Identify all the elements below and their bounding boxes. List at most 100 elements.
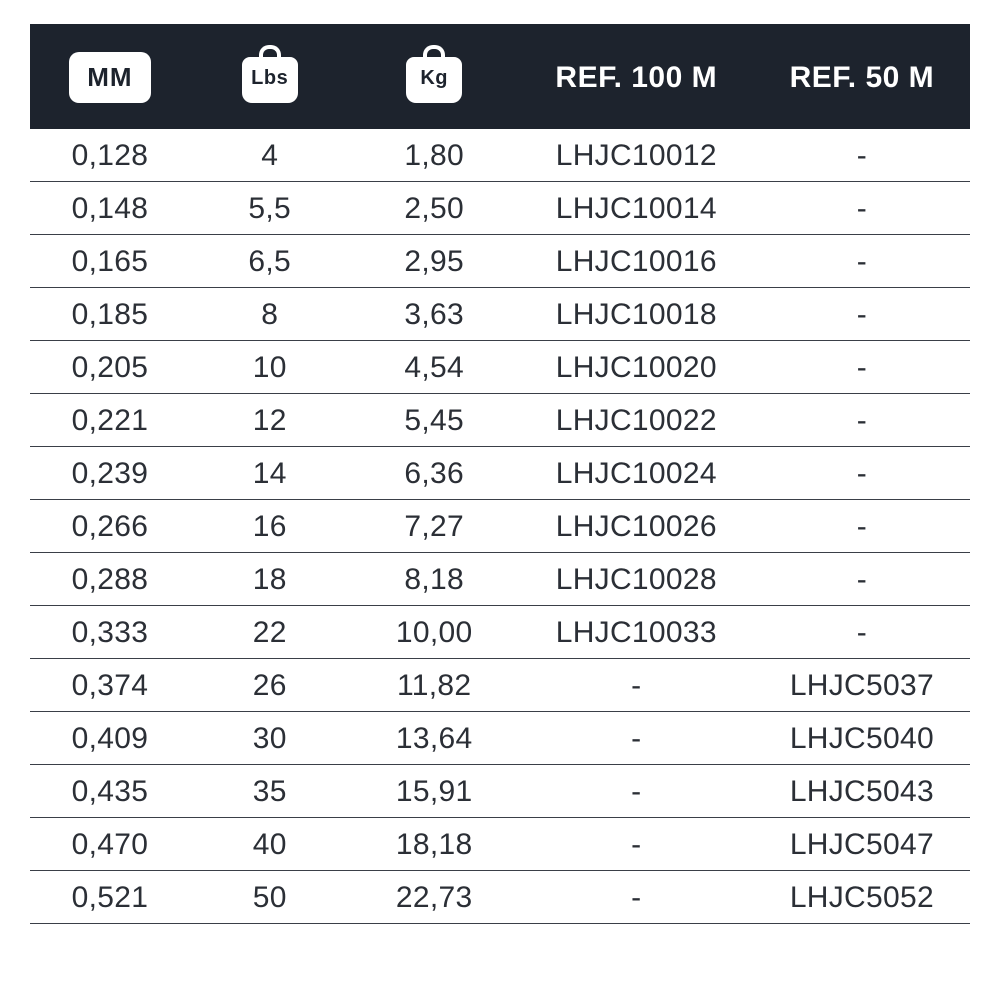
cell-ref100: LHJC10018 (519, 288, 754, 341)
cell-ref50: - (754, 129, 970, 182)
weight-lbs-label: Lbs (238, 67, 302, 90)
table-row: 0,239146,36LHJC10024- (30, 447, 970, 500)
cell-mm: 0,205 (30, 341, 190, 394)
cell-mm: 0,128 (30, 129, 190, 182)
cell-ref100: LHJC10014 (519, 182, 754, 235)
cell-lbs: 8 (190, 288, 350, 341)
cell-ref50: - (754, 235, 970, 288)
cell-ref100: - (519, 659, 754, 712)
table-header-row: MM Lbs Kg REF. 100 M (30, 24, 970, 129)
cell-kg: 13,64 (350, 712, 519, 765)
cell-kg: 8,18 (350, 553, 519, 606)
cell-kg: 11,82 (350, 659, 519, 712)
cell-ref50: LHJC5043 (754, 765, 970, 818)
cell-ref100: LHJC10022 (519, 394, 754, 447)
cell-mm: 0,266 (30, 500, 190, 553)
table-row: 0,12841,80LHJC10012- (30, 129, 970, 182)
cell-ref50: LHJC5052 (754, 871, 970, 924)
cell-kg: 18,18 (350, 818, 519, 871)
table-row: 0,4353515,91-LHJC5043 (30, 765, 970, 818)
cell-mm: 0,409 (30, 712, 190, 765)
cell-ref50: - (754, 288, 970, 341)
cell-mm: 0,470 (30, 818, 190, 871)
cell-ref50: - (754, 341, 970, 394)
cell-lbs: 26 (190, 659, 350, 712)
cell-lbs: 10 (190, 341, 350, 394)
cell-lbs: 50 (190, 871, 350, 924)
cell-mm: 0,185 (30, 288, 190, 341)
cell-kg: 7,27 (350, 500, 519, 553)
cell-mm: 0,165 (30, 235, 190, 288)
cell-lbs: 30 (190, 712, 350, 765)
cell-mm: 0,374 (30, 659, 190, 712)
cell-lbs: 12 (190, 394, 350, 447)
cell-mm: 0,148 (30, 182, 190, 235)
cell-kg: 10,00 (350, 606, 519, 659)
cell-kg: 1,80 (350, 129, 519, 182)
weight-lbs-icon: Lbs (238, 53, 302, 103)
cell-ref50: LHJC5040 (754, 712, 970, 765)
cell-ref100: - (519, 818, 754, 871)
cell-mm: 0,333 (30, 606, 190, 659)
table-row: 0,205104,54LHJC10020- (30, 341, 970, 394)
col-header-ref50: REF. 50 M (754, 24, 970, 129)
cell-ref50: - (754, 394, 970, 447)
col-header-lbs: Lbs (190, 24, 350, 129)
table-row: 0,4093013,64-LHJC5040 (30, 712, 970, 765)
cell-ref100: - (519, 765, 754, 818)
cell-ref100: LHJC10024 (519, 447, 754, 500)
table-row: 0,266167,27LHJC10026- (30, 500, 970, 553)
cell-ref100: - (519, 712, 754, 765)
cell-kg: 4,54 (350, 341, 519, 394)
cell-mm: 0,521 (30, 871, 190, 924)
cell-lbs: 5,5 (190, 182, 350, 235)
weight-kg-label: Kg (402, 67, 466, 90)
cell-lbs: 40 (190, 818, 350, 871)
mm-badge: MM (69, 52, 150, 103)
cell-ref100: - (519, 871, 754, 924)
cell-ref50: - (754, 500, 970, 553)
cell-mm: 0,435 (30, 765, 190, 818)
table-row: 0,1485,52,50LHJC10014- (30, 182, 970, 235)
cell-lbs: 22 (190, 606, 350, 659)
cell-ref50: - (754, 182, 970, 235)
weight-kg-icon: Kg (402, 53, 466, 103)
cell-ref100: LHJC10020 (519, 341, 754, 394)
cell-kg: 22,73 (350, 871, 519, 924)
cell-ref50: - (754, 606, 970, 659)
cell-kg: 2,50 (350, 182, 519, 235)
table-row: 0,1656,52,95LHJC10016- (30, 235, 970, 288)
cell-kg: 15,91 (350, 765, 519, 818)
cell-mm: 0,239 (30, 447, 190, 500)
table-row: 0,4704018,18-LHJC5047 (30, 818, 970, 871)
table-row: 0,5215022,73-LHJC5052 (30, 871, 970, 924)
cell-ref50: - (754, 553, 970, 606)
cell-ref100: LHJC10026 (519, 500, 754, 553)
spec-table: MM Lbs Kg REF. 100 M (30, 24, 970, 924)
cell-ref100: LHJC10033 (519, 606, 754, 659)
table-row: 0,288188,18LHJC10028- (30, 553, 970, 606)
cell-ref50: LHJC5037 (754, 659, 970, 712)
cell-lbs: 6,5 (190, 235, 350, 288)
cell-lbs: 16 (190, 500, 350, 553)
cell-lbs: 18 (190, 553, 350, 606)
cell-lbs: 14 (190, 447, 350, 500)
cell-lbs: 35 (190, 765, 350, 818)
cell-ref100: LHJC10012 (519, 129, 754, 182)
cell-ref100: LHJC10028 (519, 553, 754, 606)
table-row: 0,221125,45LHJC10022- (30, 394, 970, 447)
table-row: 0,18583,63LHJC10018- (30, 288, 970, 341)
table-row: 0,3332210,00LHJC10033- (30, 606, 970, 659)
cell-ref100: LHJC10016 (519, 235, 754, 288)
col-header-mm: MM (30, 24, 190, 129)
cell-ref50: LHJC5047 (754, 818, 970, 871)
cell-ref50: - (754, 447, 970, 500)
table-row: 0,3742611,82-LHJC5037 (30, 659, 970, 712)
spec-table-container: MM Lbs Kg REF. 100 M (0, 0, 1000, 948)
cell-mm: 0,221 (30, 394, 190, 447)
cell-kg: 5,45 (350, 394, 519, 447)
col-header-kg: Kg (350, 24, 519, 129)
cell-kg: 3,63 (350, 288, 519, 341)
col-header-ref100: REF. 100 M (519, 24, 754, 129)
cell-mm: 0,288 (30, 553, 190, 606)
